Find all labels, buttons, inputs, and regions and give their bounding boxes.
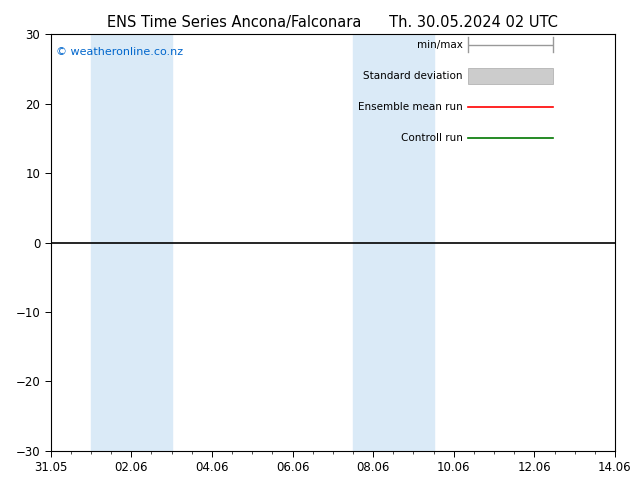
Text: Controll run: Controll run bbox=[401, 133, 463, 144]
Bar bbox=[353, 34, 434, 451]
Text: Ensemble mean run: Ensemble mean run bbox=[358, 102, 463, 112]
Text: Standard deviation: Standard deviation bbox=[363, 71, 463, 81]
Text: © weatheronline.co.nz: © weatheronline.co.nz bbox=[56, 47, 183, 57]
Bar bbox=[91, 34, 172, 451]
Text: min/max: min/max bbox=[417, 40, 463, 49]
Bar bbox=[469, 68, 553, 84]
Title: ENS Time Series Ancona/Falconara      Th. 30.05.2024 02 UTC: ENS Time Series Ancona/Falconara Th. 30.… bbox=[107, 15, 559, 30]
